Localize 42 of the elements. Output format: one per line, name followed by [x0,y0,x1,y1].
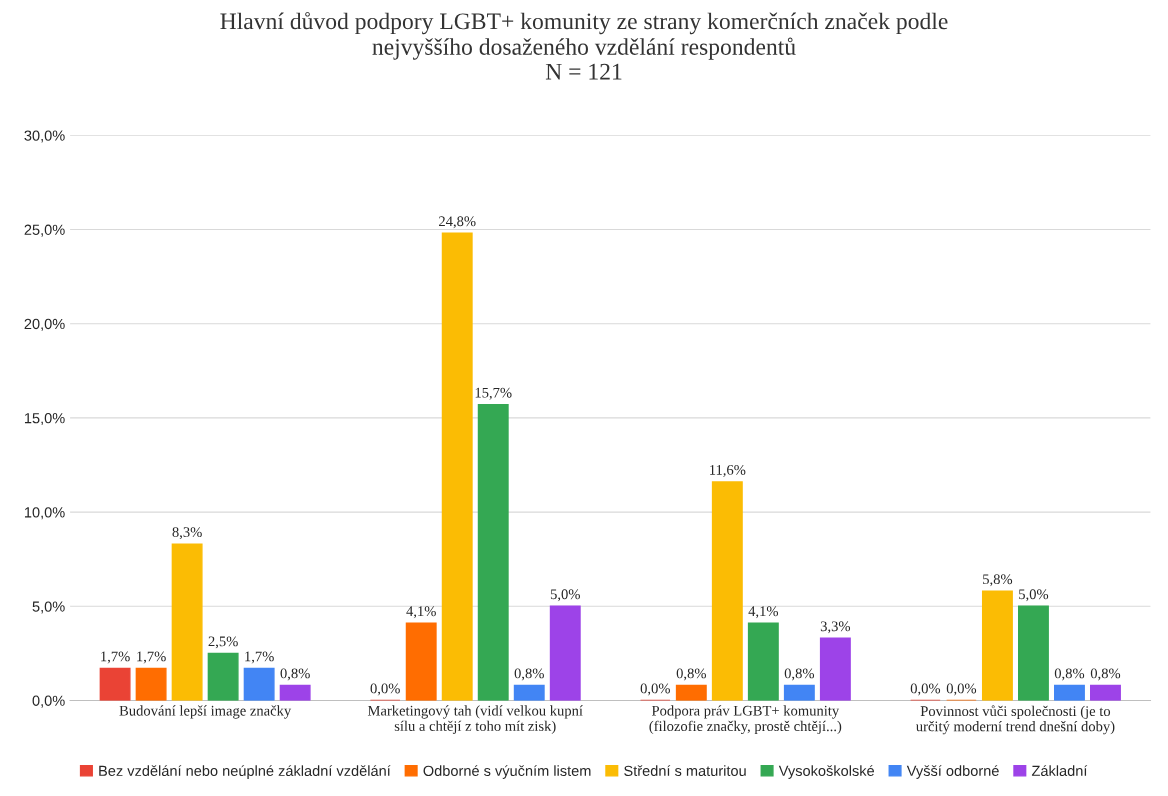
x-tick-label: Podpora práv LGBT+ komunity (filozofie značky, prostě chtějí...) [649,705,842,735]
x-tick-label: Budování lepší image značky [119,705,292,719]
data-label: 4,1% [748,606,779,619]
legend-label: Střední s maturitou [624,765,746,777]
data-label: 0,0% [370,683,400,696]
data-label: 1,7% [101,651,130,664]
data-label: 0,8% [1090,668,1121,681]
data-label: 0,0% [910,683,941,696]
legend-label: Vyšší odborné [906,765,999,779]
data-label: 1,7% [137,651,166,664]
data-label: 2,5% [208,636,238,649]
chart-title: Hlavní důvod podpory LGBT+ komunity ze strany komerčních značek podle nejvyššího dosaženého vzdělání respondentů N = 121 [220,11,948,80]
legend-label: Odborné s výučním listem [423,765,591,779]
data-label: 4,1% [406,606,436,619]
data-label: 5,0% [1019,589,1049,602]
y-tick-label: 20,0% [24,318,65,331]
data-label: 15,7% [475,387,512,400]
data-label: 0,8% [784,668,815,681]
data-label: 0,8% [676,668,706,681]
data-label: 24,8% [439,216,476,229]
data-label: 0,8% [1054,668,1085,681]
data-label: 0,8% [514,668,544,681]
data-label: 0,0% [946,683,977,696]
legend-label: Bez vzdělání nebo neúplné základní vzdělání [99,765,391,779]
y-tick-label: 10,0% [24,507,65,520]
y-tick-label: 0,0% [32,695,65,708]
data-label: 0,8% [280,668,310,681]
data-label: 3,3% [820,621,851,634]
data-label: 11,6% [710,464,746,477]
data-label: 8,3% [172,527,202,540]
data-label: 1,7% [245,651,274,664]
x-tick-label: Marketingový tah (vidí velkou kupní sílu a chtějí z toho mít zisk) [367,705,583,734]
legend-label: Základní [1031,765,1088,777]
x-tick-label: Povinnost vůči společnosti (je to určitý moderní trend dnešní doby) [915,705,1115,735]
legend-label: Vysokoškolské [778,765,875,779]
data-label: 0,0% [640,683,670,696]
y-tick-label: 25,0% [24,224,65,237]
y-tick-label: 30,0% [24,130,65,143]
y-tick-label: 5,0% [32,601,65,614]
data-label: 5,8% [983,574,1013,587]
y-tick-label: 15,0% [24,413,65,426]
data-label: 5,0% [550,589,580,602]
